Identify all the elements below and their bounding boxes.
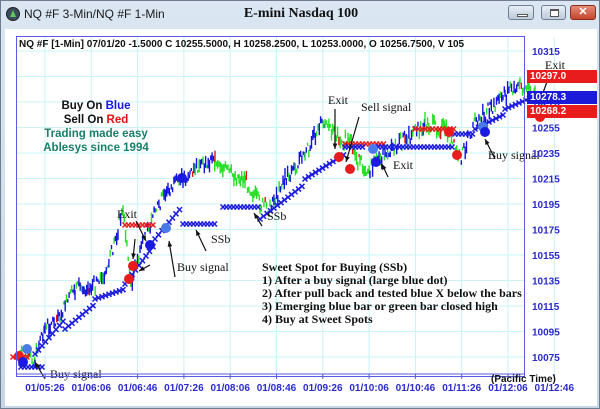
app-icon [6,7,20,21]
sweet-spot-item: 2) After pull back and tested blue X bel… [262,286,522,300]
title-bar[interactable]: NQ #F 3-Min/NQ #F 1-Min E-mini Nasdaq 10… [1,1,599,29]
svg-text:Buy signal: Buy signal [177,260,229,274]
window-title: NQ #F 3-Min/NQ #F 1-Min [24,7,165,21]
svg-text:10155: 10155 [532,251,560,262]
svg-text:10115: 10115 [532,302,560,313]
plot-frame [16,36,525,377]
svg-text:Exit: Exit [545,58,566,72]
svg-text:01/11:26: 01/11:26 [442,383,481,394]
close-button[interactable]: ✕ [570,5,596,20]
svg-text:10195: 10195 [532,200,560,211]
legend-buy: Buy On Blue [61,100,131,112]
minimize-button[interactable] [508,5,534,20]
maximize-button[interactable] [541,5,566,20]
svg-text:01/12:46: 01/12:46 [535,383,575,394]
price-tag-buy-stop: 10278.3 [527,91,597,104]
x-axis: 01/05:26 01/06:06 01/06:46 01/07:26 01/08:06… [17,373,575,394]
svg-text:SSb: SSb [267,209,286,223]
legend-sell: Sell On Red [63,114,129,126]
bar-info-line: NQ #F [1-Min] 07/01/20 -1.5000 C 10255.5… [19,39,465,50]
sweet-spot-item: 1) After a buy signal (large blue dot) [262,273,448,287]
svg-text:Buy signal: Buy signal [488,148,540,162]
svg-text:10095: 10095 [532,328,560,339]
price-tag-sell-exit: 10297.0 [527,70,597,83]
annotation-arrows [34,78,549,380]
svg-text:01/10:06: 01/10:06 [349,383,389,394]
legend-tagline: Trading made easy [44,128,148,140]
svg-text:Exit: Exit [393,158,414,172]
svg-text:Exit: Exit [117,207,138,221]
svg-text:01/06:06: 01/06:06 [72,383,112,394]
annotation-labels: Buy signal Exit Buy signal SSb SSb Exit Sell s… [50,58,566,381]
legend-brand: Ablesys since 1994 [43,142,149,154]
close-icon: ✕ [578,6,588,18]
timezone-label: (Pacific Time) [491,374,556,385]
svg-text:Sell signal: Sell signal [361,100,412,114]
svg-text:01/07:26: 01/07:26 [164,383,204,394]
svg-text:10135: 10135 [532,277,560,288]
svg-text:10215: 10215 [532,175,560,186]
legend-box: Buy On Blue Sell On Red Trading made eas… [31,99,161,155]
svg-text:01/09:26: 01/09:26 [303,383,343,394]
svg-text:01/08:06: 01/08:06 [210,383,250,394]
svg-text:SSb: SSb [211,232,230,246]
svg-text:01/08:46: 01/08:46 [257,383,297,394]
sweet-spot-item: 3) Emerging blue bar or green bar closed… [262,299,498,313]
sweet-spot-note: Sweet Spot for Buying (SSb) 1) After a b… [262,261,522,326]
svg-text:01/10:46: 01/10:46 [396,383,436,394]
svg-text:01/12:06: 01/12:06 [488,383,528,394]
chart-area[interactable]: Buy signal Exit Buy signal SSb SSb Exit Sell s… [5,29,597,406]
svg-text:Exit: Exit [328,93,349,107]
chart-title: E-mini Nasdaq 100 [243,6,359,21]
svg-text:10255: 10255 [532,124,560,135]
svg-text:10235: 10235 [532,149,560,160]
svg-text:10175: 10175 [532,226,560,237]
price-tag-sell-stop: 10268.2 [527,105,597,118]
svg-text:10075: 10075 [532,353,560,364]
sweet-spot-title: Sweet Spot for Buying (SSb) [262,260,408,274]
svg-text:10315: 10315 [532,47,560,58]
svg-text:01/05:26: 01/05:26 [25,383,65,394]
gridlines [17,37,555,376]
price-chart[interactable]: Buy signal Exit Buy signal SSb SSb Exit Sell s… [5,29,597,406]
price-bars [18,77,545,370]
svg-text:01/06:46: 01/06:46 [118,383,158,394]
sweet-spot-item: 4) Buy at Sweet Spots [262,312,373,326]
